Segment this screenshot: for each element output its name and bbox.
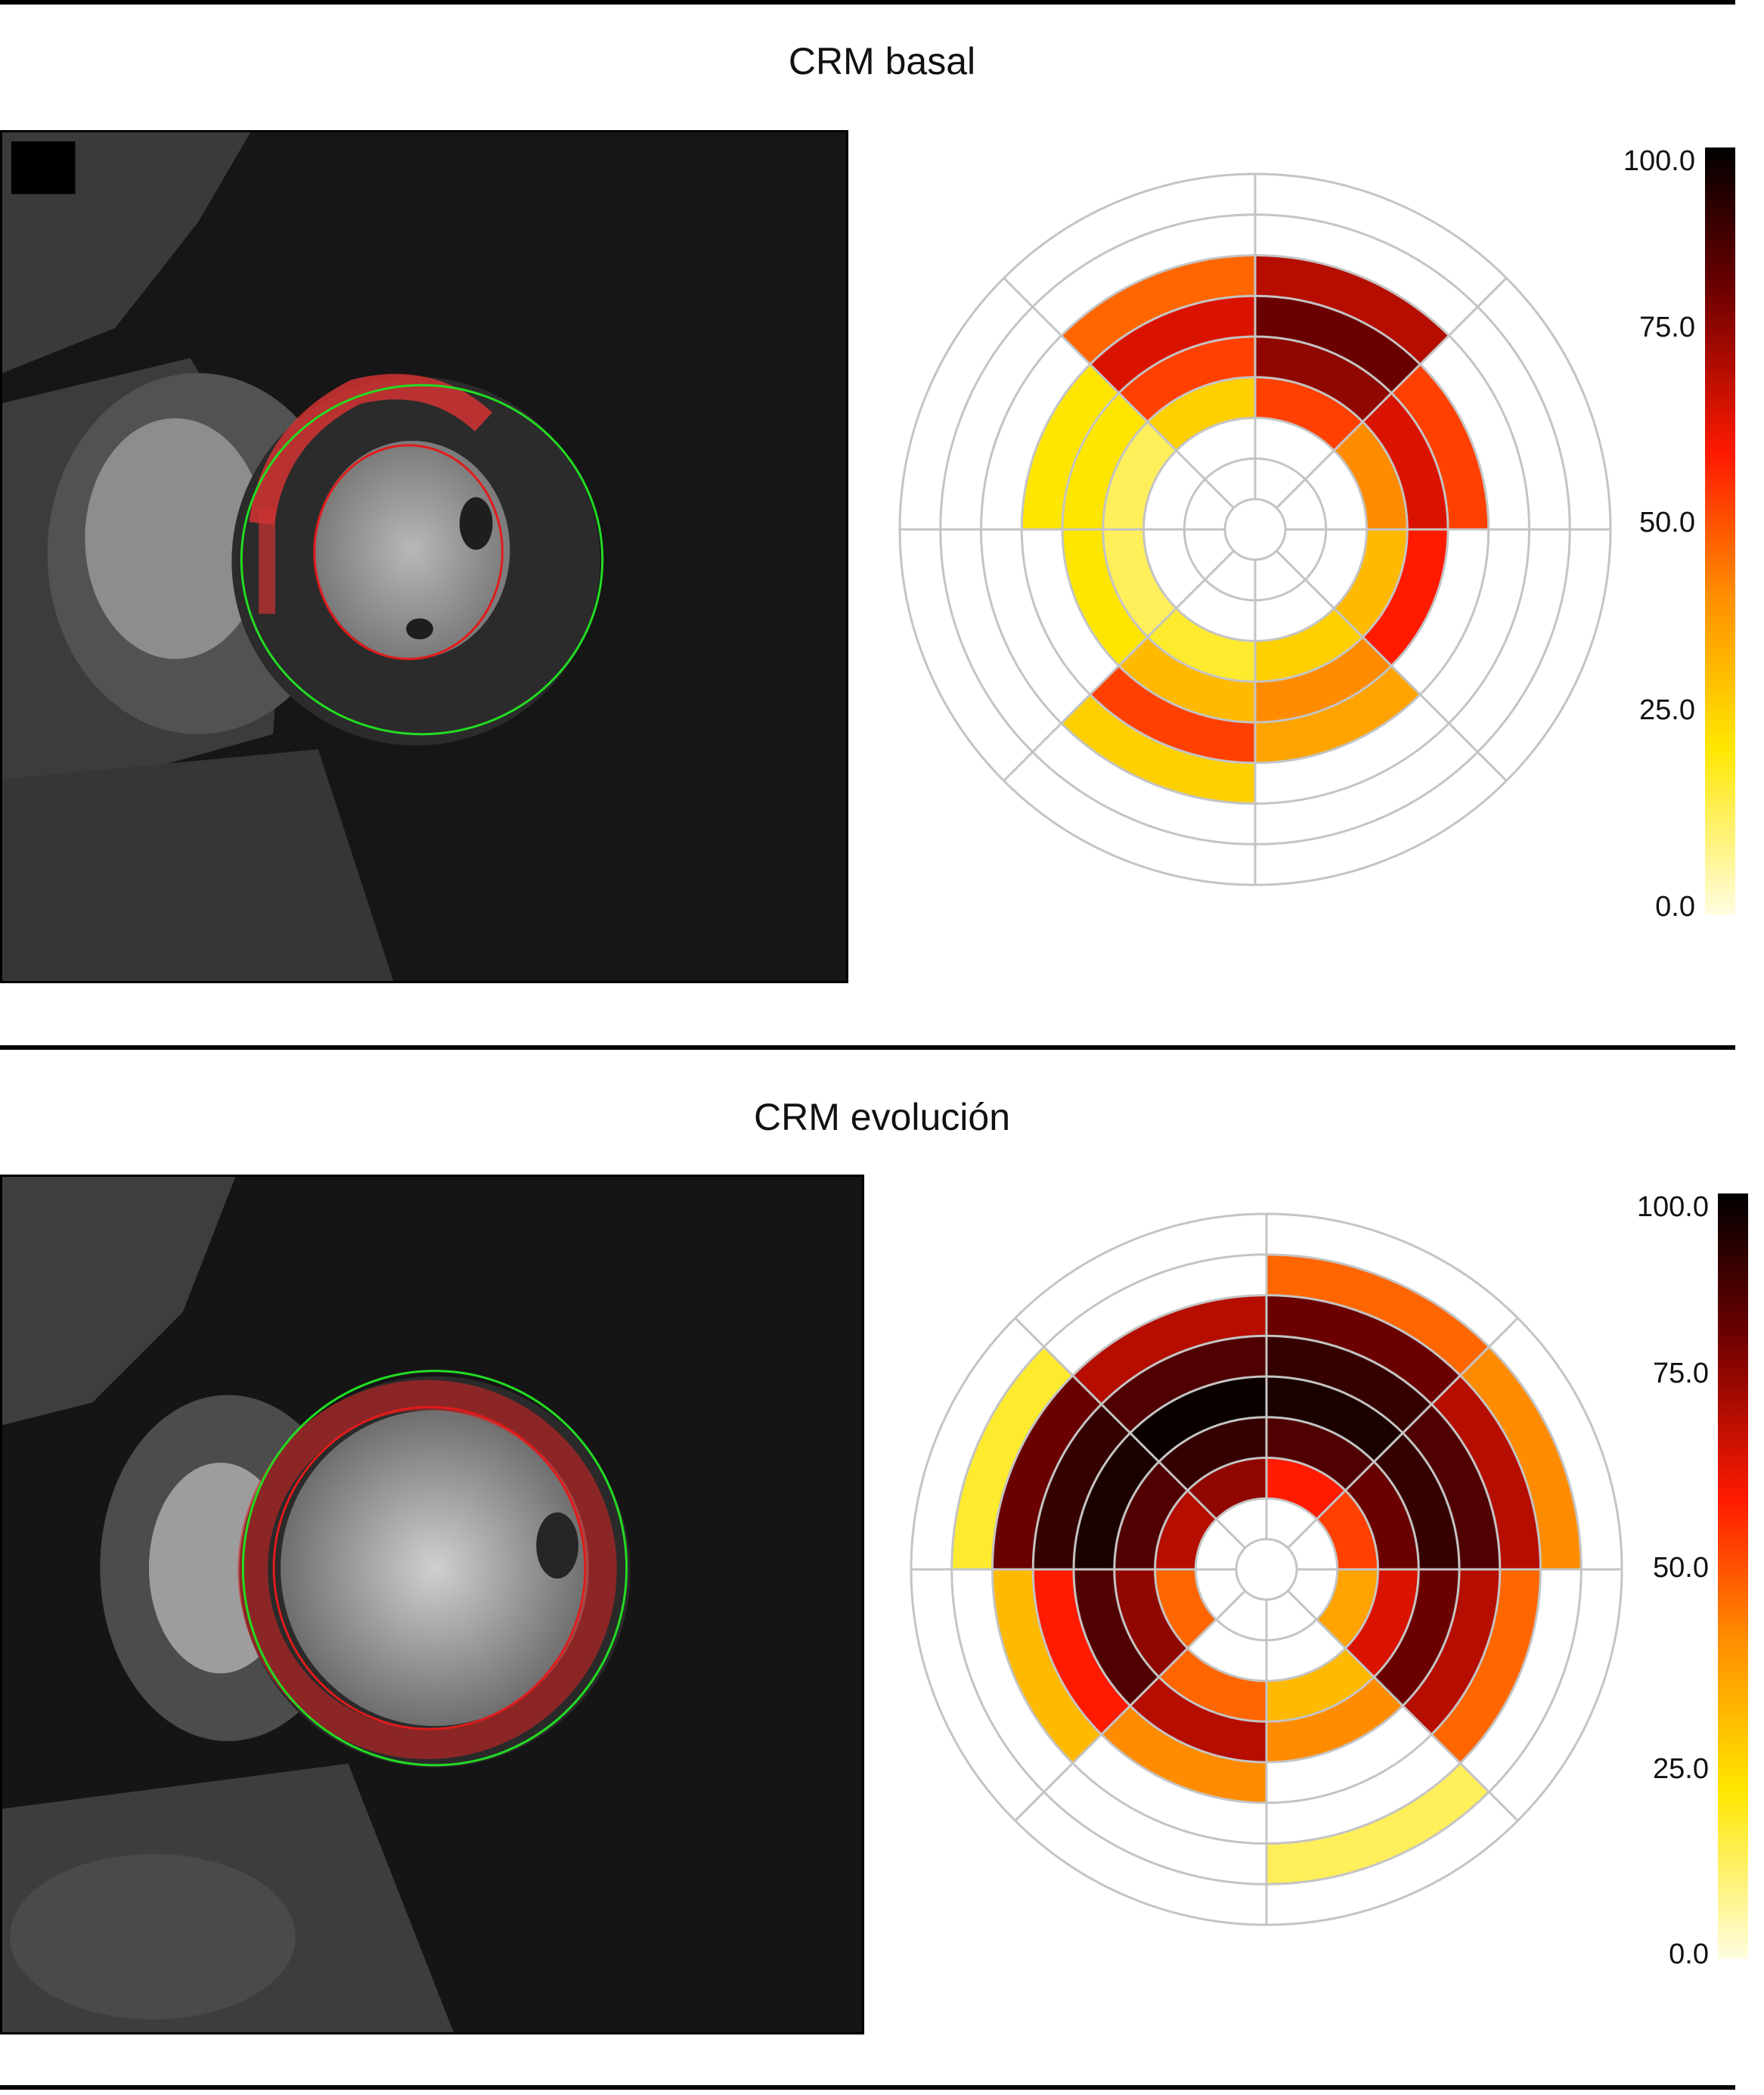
polar-spoke xyxy=(1276,550,1508,782)
polar-spoke xyxy=(1287,1590,1519,1822)
polar-segment xyxy=(1062,529,1148,666)
polar-segment xyxy=(1255,608,1363,682)
polar-segment xyxy=(1062,393,1148,529)
colorbar-evolucion xyxy=(1718,1193,1748,1959)
polar-segment xyxy=(1147,377,1255,451)
polar-segment xyxy=(1431,1569,1541,1764)
polar-segment xyxy=(1266,1457,1346,1519)
polar-segment xyxy=(992,1569,1102,1764)
polar-segment xyxy=(1130,1677,1266,1762)
mri-image-evolucion xyxy=(0,1175,864,2034)
polar-segment xyxy=(1255,337,1392,422)
section-title-basal: CRM basal xyxy=(788,40,976,82)
polar-segment xyxy=(1374,1569,1459,1706)
polar-spoke xyxy=(1014,1317,1246,1549)
polar-segment xyxy=(1090,296,1255,393)
polar-segment xyxy=(1255,666,1421,763)
polar-segment xyxy=(1061,694,1255,804)
polar-segment xyxy=(1345,1569,1419,1678)
polar-segment xyxy=(1074,1569,1159,1706)
polar-segment xyxy=(1118,337,1255,422)
colorbar-tick-0: 0.0 xyxy=(1655,891,1695,923)
colorbar-basal xyxy=(1705,147,1735,915)
polar-segment xyxy=(1363,393,1448,529)
polar-segment xyxy=(1022,364,1119,529)
polar-segment xyxy=(1155,1490,1217,1569)
polar-segment xyxy=(1255,377,1363,451)
polar-segment xyxy=(1155,1569,1217,1649)
middle-rule xyxy=(0,1045,1735,1050)
bottom-rule xyxy=(0,2085,1735,2090)
polar-segment xyxy=(1158,1417,1266,1491)
polar-segment xyxy=(1101,1705,1266,1803)
polar-segment xyxy=(1266,1648,1375,1722)
polar-segment xyxy=(1266,1336,1432,1433)
polar-segment xyxy=(1363,529,1448,666)
polar-segment xyxy=(1101,1336,1266,1433)
polar-segment xyxy=(1403,1404,1500,1569)
polar-segment xyxy=(1187,1457,1266,1519)
polar-segment xyxy=(1266,1677,1403,1762)
polar-segment xyxy=(1061,255,1255,365)
polar-segment xyxy=(1147,608,1255,682)
polar-segment xyxy=(1255,255,1449,365)
polar-map-evolucion xyxy=(910,1212,1623,1926)
polar-segment xyxy=(1130,1376,1266,1462)
mri-image-basal xyxy=(0,130,848,983)
polar-segment xyxy=(1255,637,1392,722)
polar-segment xyxy=(1033,1569,1130,1735)
colorbar-tick-100: 100.0 xyxy=(1636,1191,1709,1223)
colorbar-tick-50: 50.0 xyxy=(1639,507,1695,538)
polar-segment xyxy=(1118,637,1255,722)
polar-segment xyxy=(1266,1417,1375,1491)
polar-segment xyxy=(1114,1569,1188,1678)
polar-segment xyxy=(1072,1295,1266,1404)
polar-segment xyxy=(1460,1346,1582,1569)
colorbar-tick-100: 100.0 xyxy=(1623,145,1695,177)
colorbar-tick-25: 25.0 xyxy=(1639,694,1695,726)
polar-segment xyxy=(1391,364,1489,529)
polar-segment xyxy=(1266,1295,1461,1404)
polar-segment xyxy=(1090,666,1255,763)
polar-segment xyxy=(1403,1569,1500,1735)
section-title-evolucion: CRM evolución xyxy=(753,1096,1010,1138)
polar-ring xyxy=(1223,498,1287,561)
polar-segment xyxy=(951,1346,1073,1569)
polar-segment xyxy=(1266,1376,1403,1462)
polar-segment xyxy=(1316,1569,1378,1649)
polar-segment xyxy=(1374,1432,1459,1569)
polar-segment xyxy=(1431,1375,1541,1569)
polar-segment xyxy=(1266,1254,1490,1376)
polar-segment xyxy=(992,1375,1102,1569)
colorbar-tick-0: 0.0 xyxy=(1669,1938,1709,1970)
polar-segment xyxy=(1102,421,1177,529)
polar-segment xyxy=(1255,296,1421,393)
polar-spoke xyxy=(1003,550,1235,782)
polar-segment xyxy=(1033,1404,1130,1569)
polar-spoke xyxy=(1003,277,1235,509)
polar-spoke xyxy=(1287,1317,1519,1549)
polar-spoke xyxy=(1014,1590,1246,1822)
polar-segment xyxy=(1158,1648,1266,1722)
polar-segment xyxy=(1114,1461,1188,1569)
polar-segment xyxy=(1334,421,1408,529)
polar-spoke xyxy=(1276,277,1508,509)
polar-segment xyxy=(1334,529,1408,638)
polar-segment xyxy=(1316,1490,1378,1569)
polar-segment xyxy=(1345,1461,1419,1569)
polar-ring xyxy=(1235,1538,1298,1601)
colorbar-tick-75: 75.0 xyxy=(1639,312,1695,343)
colorbar-tick-75: 75.0 xyxy=(1653,1358,1709,1389)
colorbar-tick-25: 25.0 xyxy=(1653,1753,1709,1785)
top-rule xyxy=(0,0,1735,5)
polar-segment xyxy=(1266,1763,1490,1885)
polar-segment xyxy=(1074,1432,1159,1569)
polar-map-basal xyxy=(898,172,1612,886)
colorbar-tick-50: 50.0 xyxy=(1653,1552,1709,1584)
polar-segment xyxy=(1102,529,1177,638)
